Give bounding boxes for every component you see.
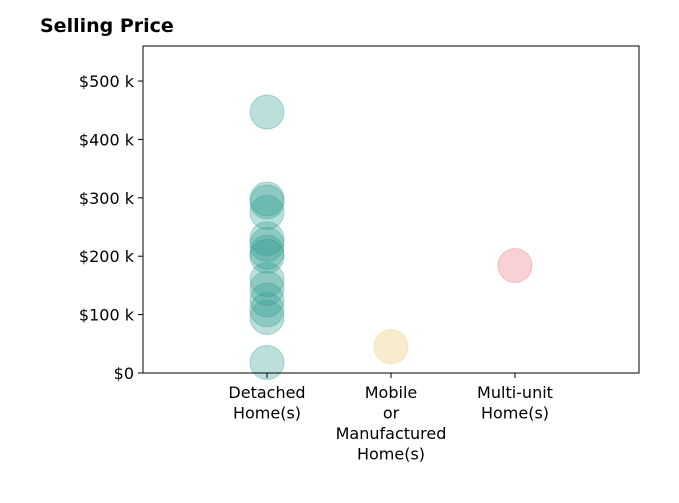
points-layer: [249, 94, 533, 380]
y-axis: $0 $100 k $200 k $300 k $400 k $500 k: [79, 72, 143, 383]
data-point: [249, 344, 285, 380]
chart-title: Selling Price: [40, 15, 174, 37]
data-point: [249, 238, 285, 274]
data-point: [373, 329, 409, 365]
x-axis: Detached Home(s) Mobile or Manufactured Home(…: [228, 373, 553, 464]
x-tick-label-line: Detached: [228, 383, 305, 402]
data-point: [249, 194, 285, 230]
y-tick-label: $400 k: [79, 130, 135, 149]
data-point: [249, 234, 285, 270]
data-point: [249, 262, 285, 298]
data-point: [249, 292, 285, 328]
y-tick-label: $0: [114, 364, 134, 383]
x-tick-label-line: Home(s): [233, 404, 301, 423]
data-point: [249, 181, 285, 217]
x-tick-label: Multi-unit Home(s): [477, 383, 553, 423]
data-point: [249, 184, 285, 220]
x-tick-label-line: Home(s): [481, 404, 549, 423]
data-point: [249, 300, 285, 336]
y-tick-label: $100 k: [79, 306, 135, 325]
y-tick-label: $500 k: [79, 72, 135, 91]
x-tick-label: Mobile or Manufactured Home(s): [336, 383, 447, 464]
y-tick-label: $300 k: [79, 189, 135, 208]
x-tick-label-line: Multi-unit: [477, 383, 553, 402]
x-tick-label-line: Manufactured: [336, 424, 447, 443]
x-tick-label-line: or: [383, 404, 400, 423]
data-point: [249, 221, 285, 257]
x-tick-label-line: Mobile: [365, 383, 417, 402]
data-point: [249, 227, 285, 263]
data-point: [249, 270, 285, 306]
plot-frame: [142, 45, 640, 374]
x-tick-label-line: Home(s): [357, 445, 425, 464]
data-point: [249, 282, 285, 318]
y-tick-label: $200 k: [79, 247, 135, 266]
data-point: [249, 94, 285, 130]
x-tick-label: Detached Home(s): [228, 383, 305, 423]
data-point: [497, 248, 533, 284]
